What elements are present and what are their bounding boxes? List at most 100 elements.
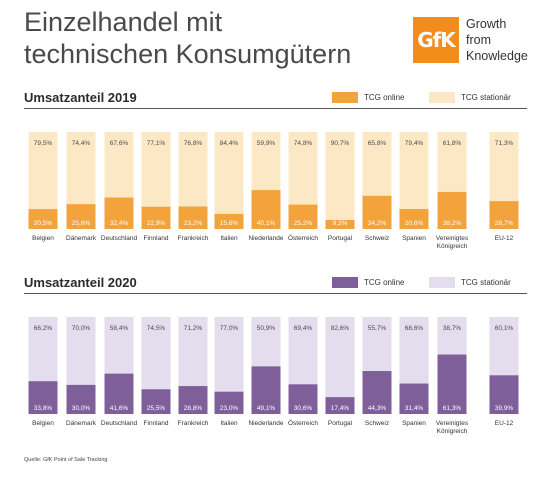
tagline-line-3: Knowledge: [466, 49, 528, 63]
label-stationary-2020-9: 55,7%: [368, 325, 387, 332]
bar-online-2020-5: [214, 391, 244, 414]
label-online-2019-10: 20,6%: [405, 220, 424, 227]
label-stationary-2019-0: 79,5%: [34, 140, 53, 147]
tagline-line-1: Growth: [466, 17, 507, 31]
category-label-2020-12: EU-12: [495, 420, 514, 427]
label-online-2020-8: 17,4%: [331, 405, 350, 412]
category-label-2020-5: Italien: [220, 420, 238, 427]
category-label-2020-1: Dänemark: [66, 420, 97, 427]
label-online-2020-12: 39,9%: [495, 405, 514, 412]
bar-online-2020-7: [288, 384, 318, 414]
legend-label-stationary-2020: TCG stationär: [461, 278, 511, 287]
category-label-2020-4: Frankreich: [178, 420, 209, 427]
label-stationary-2019-1: 74,4%: [72, 140, 91, 147]
category-label-2019-6: Niederlande: [248, 235, 283, 242]
category-label-2019-5: Italien: [220, 235, 238, 242]
label-stationary-2019-8: 90,7%: [331, 140, 350, 147]
section-title-2020: Umsatzanteil 2020: [24, 275, 137, 290]
label-online-2019-9: 34,2%: [368, 220, 387, 227]
label-stationary-2020-8: 82,6%: [331, 325, 350, 332]
label-online-2019-4: 23,2%: [184, 220, 203, 227]
label-online-2019-11: 38,2%: [443, 220, 462, 227]
bar-online-2020-1: [66, 384, 96, 414]
category-label-2019-10: Spanien: [402, 235, 426, 242]
label-online-2020-10: 31,4%: [405, 405, 424, 412]
label-online-2020-3: 25,5%: [147, 405, 166, 412]
legend-swatch-stationary-2019: [429, 92, 455, 103]
legend-stationary-2019: TCG stationär: [429, 92, 511, 103]
category-label-2020-10: Spanien: [402, 420, 426, 427]
legend-label-stationary-2019: TCG stationär: [461, 93, 511, 102]
category-label-2019-11-1: Königreich: [437, 243, 468, 250]
bar-online-2019-0: [28, 209, 58, 229]
page-title: Einzelhandel mit technischen Konsumgüter…: [24, 6, 351, 70]
label-online-2020-0: 33,8%: [34, 405, 53, 412]
label-stationary-2020-7: 69,4%: [294, 325, 313, 332]
label-stationary-2020-5: 77,0%: [220, 325, 239, 332]
bar-online-2020-3: [141, 389, 171, 414]
bar-online-2019-7: [288, 204, 318, 229]
label-stationary-2020-2: 58,4%: [110, 325, 129, 332]
bar-online-2019-5: [214, 213, 244, 229]
label-online-2020-4: 28,8%: [184, 405, 203, 412]
label-online-2019-12: 28,7%: [495, 220, 514, 227]
category-label-2020-0: Belgien: [32, 420, 54, 427]
legend-label-online-2020: TCG online: [364, 278, 405, 287]
label-online-2019-6: 40,1%: [257, 220, 276, 227]
label-stationary-2019-2: 67,6%: [110, 140, 129, 147]
bar-stationary-2019-8: [325, 132, 355, 229]
label-stationary-2019-5: 84,4%: [220, 140, 239, 147]
bar-online-2020-6: [251, 366, 281, 414]
legend-swatch-stationary-2020: [429, 277, 455, 288]
legend-stationary-2020: TCG stationär: [429, 277, 511, 288]
label-stationary-2020-11: 38,7%: [443, 325, 462, 332]
label-stationary-2019-7: 74,8%: [294, 140, 313, 147]
bar-online-2019-9: [362, 195, 392, 229]
bar-online-2020-10: [399, 383, 429, 414]
bar-online-2019-1: [66, 204, 96, 229]
tagline-line-2: from: [466, 33, 491, 47]
label-online-2019-5: 15,6%: [220, 220, 239, 227]
label-stationary-2019-10: 79,4%: [405, 140, 424, 147]
bar-online-2019-2: [104, 197, 134, 229]
label-online-2019-3: 22,9%: [147, 220, 166, 227]
label-online-2020-2: 41,6%: [110, 405, 129, 412]
bar-online-2019-10: [399, 209, 429, 229]
label-stationary-2019-4: 76,8%: [184, 140, 203, 147]
chart-2019: 79,5% 20,5% Belgien 74,4% 25,6% Dänemark 67,6%…: [28, 132, 519, 250]
label-online-2020-5: 23,0%: [220, 405, 239, 412]
bar-online-2020-11: [437, 354, 467, 414]
label-stationary-2019-11: 61,8%: [443, 140, 462, 147]
category-label-2020-8: Portugal: [328, 420, 353, 427]
bar-online-2020-9: [362, 371, 392, 414]
bar-online-2019-3: [141, 206, 171, 229]
bar-online-2019-6: [251, 190, 281, 229]
category-label-2019-3: Finnland: [144, 235, 169, 242]
label-stationary-2020-1: 70,0%: [72, 325, 91, 332]
bar-online-2020-0: [28, 381, 58, 414]
category-label-2019-0: Belgien: [32, 235, 54, 242]
category-label-2019-8: Portugal: [328, 235, 353, 242]
category-label-2019-4: Frankreich: [178, 235, 209, 242]
bar-stationary-2019-5: [214, 132, 244, 229]
category-label-2019-1: Dänemark: [66, 235, 97, 242]
label-online-2020-11: 61,3%: [443, 405, 462, 412]
bar-online-2020-8: [325, 397, 355, 414]
category-label-2019-2: Deutschland: [101, 235, 138, 242]
label-stationary-2020-4: 71,2%: [184, 325, 203, 332]
category-label-2020-7: Österreich: [288, 419, 318, 427]
title-line-1: Einzelhandel mit: [24, 7, 223, 37]
label-stationary-2019-12: 71,3%: [495, 140, 514, 147]
chart-2020: 66,2% 33,8% Belgien 70,0% 30,0% Dänemark 58,4%…: [28, 317, 519, 435]
tagline: Growth from Knowledge: [466, 16, 528, 64]
category-label-2020-11-1: Königreich: [437, 428, 468, 435]
bar-online-2019-4: [178, 206, 208, 229]
category-label-2020-11-0: Vereinigtes: [436, 420, 469, 427]
label-online-2020-7: 30,6%: [294, 405, 313, 412]
category-label-2019-12: EU-12: [495, 235, 514, 242]
section-rule-2019: [24, 108, 527, 109]
legend-swatch-online-2020: [332, 277, 358, 288]
bar-online-2020-2: [104, 373, 134, 414]
bar-online-2020-4: [178, 386, 208, 414]
label-online-2019-0: 20,5%: [34, 220, 53, 227]
